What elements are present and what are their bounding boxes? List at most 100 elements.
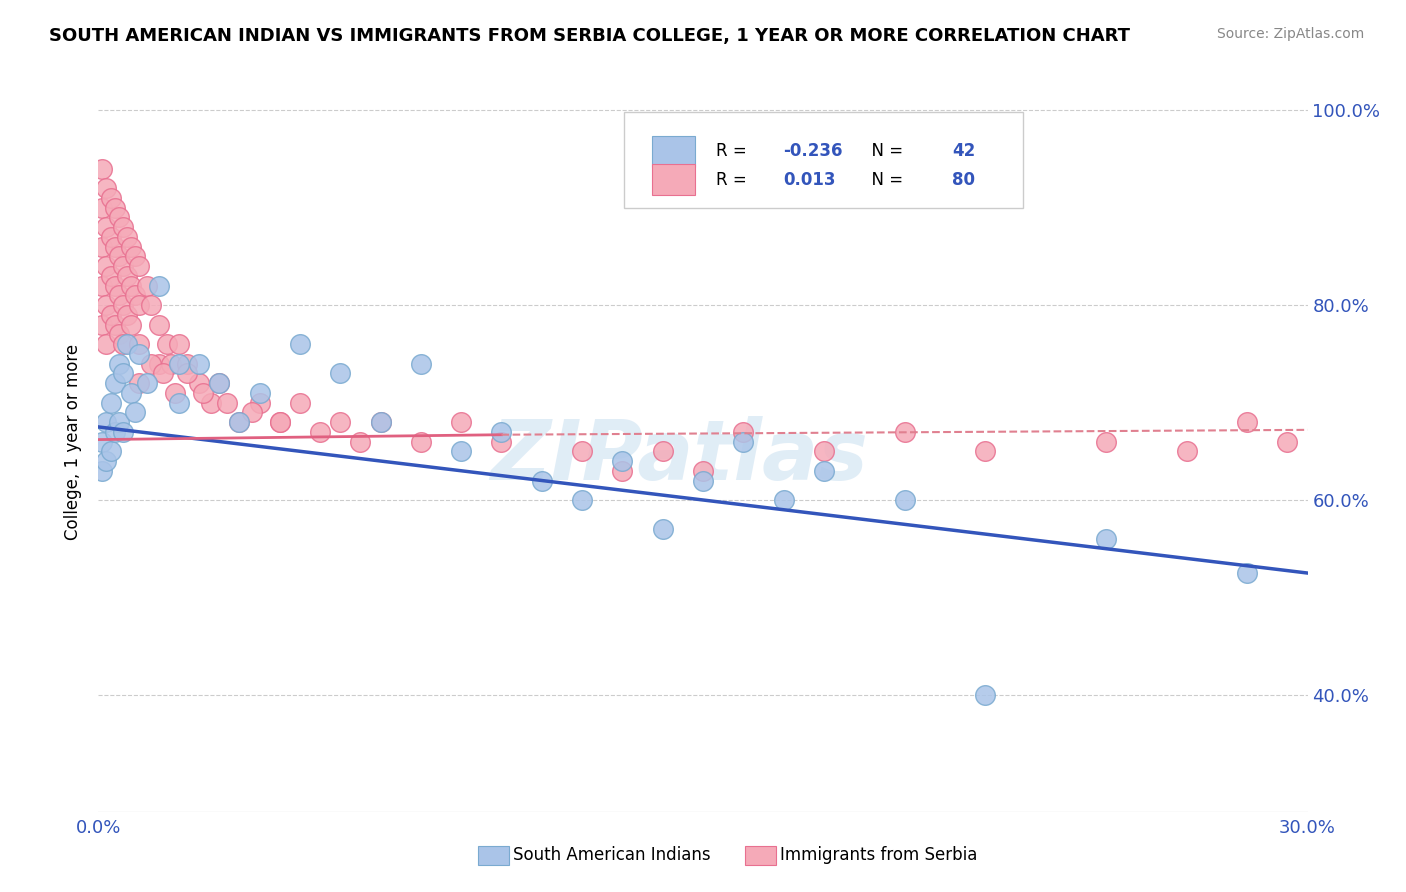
Point xyxy=(111,367,134,381)
Point xyxy=(91,434,114,449)
Point xyxy=(107,357,129,371)
Point xyxy=(208,376,231,390)
Point xyxy=(103,376,125,390)
Point xyxy=(156,337,179,351)
Text: 42: 42 xyxy=(952,143,976,161)
Point xyxy=(612,454,634,468)
Point xyxy=(128,259,150,273)
Point xyxy=(115,308,138,322)
Point xyxy=(200,395,222,409)
Y-axis label: College, 1 year or more: College, 1 year or more xyxy=(65,343,83,540)
Point xyxy=(115,268,138,283)
Point xyxy=(491,434,513,449)
Point xyxy=(96,298,118,312)
Point xyxy=(152,367,174,381)
Point xyxy=(491,425,513,439)
Point xyxy=(208,376,231,390)
Point xyxy=(813,464,835,478)
Point xyxy=(651,522,673,536)
FancyBboxPatch shape xyxy=(652,164,695,195)
Point xyxy=(111,337,134,351)
Point xyxy=(692,464,714,478)
Point xyxy=(100,444,122,458)
Point xyxy=(813,444,835,458)
Point xyxy=(91,240,114,254)
Point xyxy=(167,395,190,409)
Point xyxy=(772,493,794,508)
Point xyxy=(91,161,114,176)
Point xyxy=(139,357,162,371)
Point xyxy=(148,278,170,293)
Point xyxy=(160,357,183,371)
Point xyxy=(103,318,125,332)
Point xyxy=(91,278,114,293)
Point xyxy=(135,278,157,293)
FancyBboxPatch shape xyxy=(652,136,695,167)
Point xyxy=(96,259,118,273)
Point xyxy=(269,415,291,429)
Point xyxy=(115,337,138,351)
FancyBboxPatch shape xyxy=(624,112,1024,209)
Point xyxy=(349,434,371,449)
Point xyxy=(167,357,190,371)
Point xyxy=(107,415,129,429)
Point xyxy=(1277,434,1299,449)
Point xyxy=(450,444,472,458)
Point xyxy=(111,220,134,235)
Point xyxy=(612,464,634,478)
Point xyxy=(96,220,118,235)
Point xyxy=(1175,444,1198,458)
Point xyxy=(120,385,142,400)
Point xyxy=(974,688,997,702)
Point xyxy=(100,191,122,205)
Point xyxy=(96,181,118,195)
Point xyxy=(91,201,114,215)
Point xyxy=(103,201,125,215)
Point xyxy=(100,395,122,409)
Point xyxy=(188,357,211,371)
Point xyxy=(1236,566,1258,580)
Point xyxy=(96,337,118,351)
Text: -0.236: -0.236 xyxy=(783,143,842,161)
Text: R =: R = xyxy=(716,143,752,161)
Point xyxy=(128,347,150,361)
Point xyxy=(733,434,755,449)
Text: Source: ZipAtlas.com: Source: ZipAtlas.com xyxy=(1216,27,1364,41)
Point xyxy=(450,415,472,429)
Text: N =: N = xyxy=(862,170,908,189)
Point xyxy=(309,425,332,439)
Point xyxy=(107,327,129,342)
Point xyxy=(128,298,150,312)
Point xyxy=(370,415,392,429)
Text: South American Indians: South American Indians xyxy=(513,847,711,864)
Point xyxy=(329,367,352,381)
Point xyxy=(107,211,129,225)
Point xyxy=(176,367,198,381)
Point xyxy=(120,318,142,332)
Point xyxy=(1095,532,1118,546)
Point xyxy=(167,337,190,351)
Text: ZIPatlas: ZIPatlas xyxy=(489,416,868,497)
Point xyxy=(329,415,352,429)
Point xyxy=(651,444,673,458)
Point xyxy=(217,395,239,409)
Point xyxy=(128,337,150,351)
Point xyxy=(120,278,142,293)
Point xyxy=(288,395,311,409)
Point xyxy=(249,385,271,400)
Point xyxy=(370,415,392,429)
Point xyxy=(103,425,125,439)
Point xyxy=(733,425,755,439)
Text: R =: R = xyxy=(716,170,758,189)
Point xyxy=(188,376,211,390)
Point xyxy=(176,357,198,371)
Point xyxy=(269,415,291,429)
Text: N =: N = xyxy=(862,143,908,161)
Text: SOUTH AMERICAN INDIAN VS IMMIGRANTS FROM SERBIA COLLEGE, 1 YEAR OR MORE CORRELAT: SOUTH AMERICAN INDIAN VS IMMIGRANTS FROM… xyxy=(49,27,1130,45)
Point xyxy=(128,376,150,390)
Point xyxy=(120,240,142,254)
Point xyxy=(893,425,915,439)
Point xyxy=(1095,434,1118,449)
Point xyxy=(571,493,593,508)
Point xyxy=(148,318,170,332)
